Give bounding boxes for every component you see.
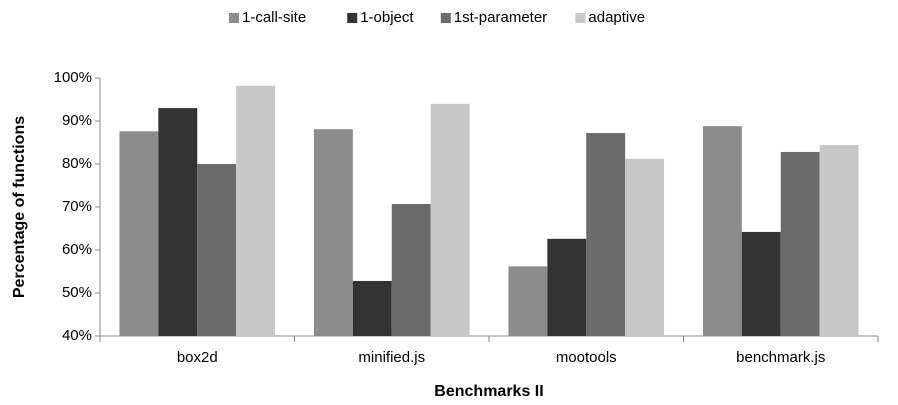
y-tick-label: 70% xyxy=(62,198,92,215)
bar xyxy=(430,103,470,336)
x-axis-label: Benchmarks II xyxy=(434,383,543,400)
legend-label: 1-object xyxy=(360,9,414,26)
bar xyxy=(625,158,665,336)
y-tick-label: 80% xyxy=(62,155,92,172)
bar xyxy=(741,231,781,336)
bar xyxy=(352,280,392,336)
bar xyxy=(119,131,159,336)
legend-label: 1st-parameter xyxy=(454,9,547,26)
y-tick-label: 50% xyxy=(62,284,92,301)
legend-swatch xyxy=(575,13,586,23)
bar xyxy=(197,164,237,336)
x-tick-label: box2d xyxy=(177,349,218,366)
x-tick-label: benchmark.js xyxy=(736,349,825,366)
legend-label: 1-call-site xyxy=(242,9,306,26)
bar xyxy=(158,108,198,336)
y-tick-label: 100% xyxy=(54,69,92,86)
bar xyxy=(236,85,276,337)
legend-swatch xyxy=(229,13,239,23)
x-tick-label: mootools xyxy=(556,349,617,366)
bar xyxy=(780,151,820,336)
y-tick-label: 90% xyxy=(62,112,92,129)
y-axis-label: Percentage of functions xyxy=(11,116,28,298)
legend-label: adaptive xyxy=(588,9,645,26)
x-tick-label: minified.js xyxy=(358,349,425,366)
legend-swatch xyxy=(440,13,451,23)
bar xyxy=(819,145,859,336)
bar xyxy=(586,133,626,336)
y-tick-label: 40% xyxy=(62,327,92,344)
bar xyxy=(702,126,742,336)
bar xyxy=(313,129,353,336)
legend-swatch xyxy=(347,13,358,23)
bar xyxy=(547,238,587,336)
y-tick-label: 60% xyxy=(62,241,92,258)
bar xyxy=(391,203,431,336)
bar xyxy=(508,266,548,336)
